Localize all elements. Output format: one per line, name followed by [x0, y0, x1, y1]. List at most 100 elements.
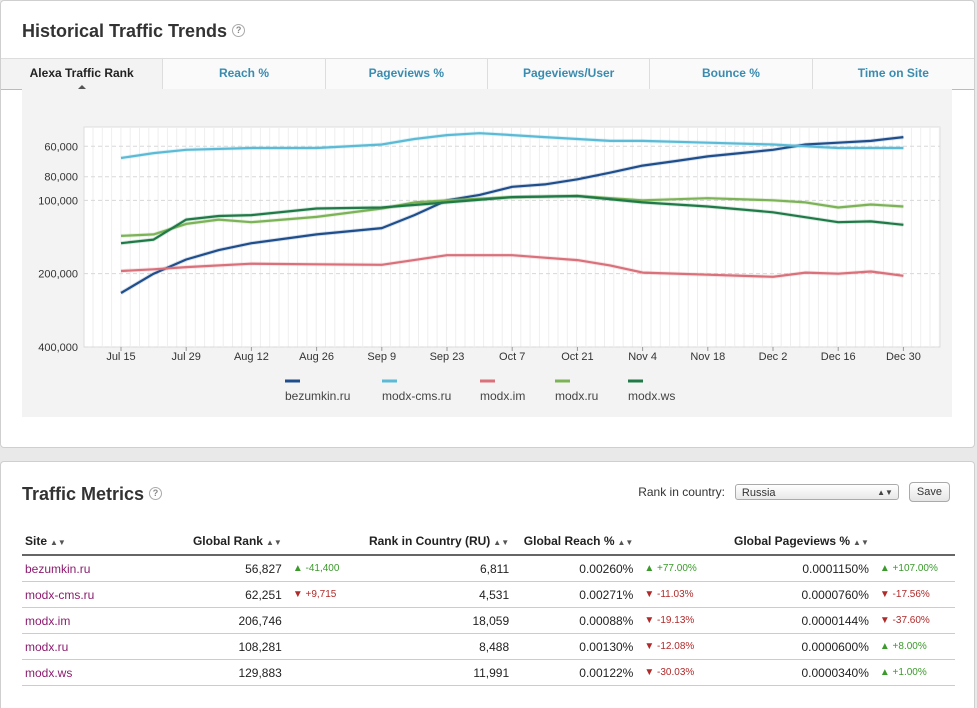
col-rank-in-country[interactable]: Rank in Country (RU) ▲▼	[365, 528, 513, 556]
x-tick-label: Dec 2	[759, 351, 788, 363]
tab-reach[interactable]: Reach %	[163, 59, 326, 89]
global-pageviews-change: ▼ -17.56%	[871, 581, 955, 608]
tab-pageviews[interactable]: Pageviews %	[326, 59, 488, 89]
site-link[interactable]: bezumkin.ru	[22, 555, 181, 582]
country-rank-value: 8,488	[365, 633, 513, 660]
series-line-modx-im	[120, 254, 904, 278]
global-pageviews-change: ▲ +8.00%	[871, 633, 955, 660]
global-pageviews-change: ▼ -37.60%	[871, 607, 955, 634]
traffic-rank-chart: 60,000 80,000 100,000 200,000 400,000 Jul 15 J…	[22, 89, 952, 417]
x-tick-label: Dec 30	[886, 351, 921, 363]
global-rank-change	[284, 659, 366, 686]
global-reach-value: 0.00130%	[512, 633, 637, 660]
col-gap	[871, 528, 955, 556]
rank-in-country-label: Rank in country:	[638, 485, 725, 499]
legend-label: modx.ws	[628, 389, 675, 403]
x-tick-label: Dec 16	[821, 351, 856, 363]
x-tick-label: Jul 29	[172, 351, 201, 363]
select-arrows-icon: ▲▼	[877, 488, 893, 497]
global-pageviews-value: 0.0000600%	[710, 633, 872, 660]
save-button[interactable]: Save	[908, 482, 950, 502]
x-tick-label: Aug 26	[299, 351, 334, 363]
table-row: modx.ws 129,883 11,991 0.00122% ▼ -30.03% 0.0…	[22, 659, 955, 686]
table-row: modx.im 206,746 18,059 0.00088% ▼ -19.13% 0.0…	[22, 607, 955, 634]
global-pageviews-value: 0.0001150%	[710, 555, 872, 582]
global-pageviews-value: 0.0000340%	[710, 659, 872, 686]
legend-label: modx.im	[480, 389, 525, 403]
country-select[interactable]: Russia ▲▼	[734, 484, 899, 500]
global-rank-change	[284, 633, 366, 660]
sort-icon: ▲▼	[493, 538, 510, 547]
country-rank-value: 4,531	[365, 581, 513, 608]
series-line-bezumkin-ru	[120, 136, 904, 294]
panel-title: Traffic Metrics?	[22, 484, 163, 505]
x-tick-label: Sep 9	[367, 351, 396, 363]
tab-alexa-traffic-rank[interactable]: Alexa Traffic Rank	[1, 59, 164, 90]
country-rank-value: 18,059	[365, 607, 513, 634]
x-tick-label: Nov 18	[690, 351, 725, 363]
help-icon[interactable]: ?	[149, 486, 163, 500]
country-rank-value: 11,991	[365, 659, 513, 686]
table-header-row: Site ▲▼ Global Rank ▲▼ Rank in Country (RU…	[22, 528, 955, 556]
series-line-modx-cms-ru	[120, 132, 904, 160]
y-tick-label: 80,000	[44, 172, 78, 184]
sort-icon: ▲▼	[853, 538, 869, 547]
site-link[interactable]: modx.ws	[22, 659, 181, 686]
col-global-reach[interactable]: Global Reach % ▲▼	[512, 528, 637, 556]
country-rank-value: 6,811	[365, 555, 513, 582]
table-row: bezumkin.ru 56,827 ▲ -41,400 6,811 0.00260% ▲…	[22, 555, 955, 582]
global-pageviews-change: ▲ +107.00%	[871, 555, 955, 582]
global-pageviews-change: ▲ +1.00%	[871, 659, 955, 686]
x-tick-label: Nov 4	[628, 351, 657, 363]
x-tick-label: Oct 21	[561, 351, 593, 363]
global-reach-value: 0.00260%	[512, 555, 637, 582]
global-reach-value: 0.00088%	[512, 607, 637, 634]
global-rank-value: 56,827	[180, 555, 285, 582]
global-rank-change	[284, 607, 366, 634]
global-reach-value: 0.00271%	[512, 581, 637, 608]
chart-svg: 60,000 80,000 100,000 200,000 400,000 Jul 15 J…	[38, 126, 941, 403]
tab-bounce[interactable]: Bounce %	[650, 59, 813, 89]
traffic-metrics-panel: Traffic Metrics? Rank in country: Russia…	[0, 461, 975, 708]
site-link[interactable]: modx.im	[22, 607, 181, 634]
historical-traffic-panel: Historical Traffic Trends? Alexa Traffic…	[0, 0, 975, 448]
y-tick-label: 400,000	[38, 342, 78, 354]
col-gap	[636, 528, 711, 556]
y-tick-label: 200,000	[38, 269, 78, 281]
legend-label: modx-cms.ru	[382, 389, 451, 403]
sort-icon: ▲▼	[50, 538, 66, 547]
table-row: modx-cms.ru 62,251 ▼ +9,715 4,531 0.00271% ▼ …	[22, 581, 955, 608]
metric-tabs: Alexa Traffic Rank Reach % Pageviews % P…	[1, 58, 974, 90]
global-reach-change: ▲ +77.00%	[636, 555, 711, 582]
sort-icon: ▲▼	[617, 538, 634, 547]
global-pageviews-value: 0.0000760%	[710, 581, 872, 608]
panel-title: Historical Traffic Trends?	[22, 21, 246, 42]
x-tick-label: Sep 23	[430, 351, 465, 363]
x-tick-label: Oct 7	[499, 351, 525, 363]
global-reach-value: 0.00122%	[512, 659, 637, 686]
global-rank-change: ▼ +9,715	[284, 581, 366, 608]
legend-label: modx.ru	[555, 389, 598, 403]
rank-in-country-control: Rank in country: Russia ▲▼ Save	[638, 482, 950, 502]
legend-label: bezumkin.ru	[285, 389, 350, 403]
site-link[interactable]: modx-cms.ru	[22, 581, 181, 608]
table-row: modx.ru 108,281 8,488 0.00130% ▼ -12.08% 0.00…	[22, 633, 955, 660]
global-rank-value: 206,746	[180, 607, 285, 634]
traffic-metrics-table: Site ▲▼ Global Rank ▲▼ Rank in Country (RU…	[22, 528, 955, 686]
tab-pageviews-per-user[interactable]: Pageviews/User	[488, 59, 651, 89]
col-global-rank[interactable]: Global Rank ▲▼	[180, 528, 285, 556]
col-global-pageviews[interactable]: Global Pageviews % ▲▼	[710, 528, 872, 556]
help-icon[interactable]: ?	[232, 23, 246, 37]
col-gap	[284, 528, 366, 556]
y-tick-label: 60,000	[44, 141, 78, 153]
global-rank-value: 62,251	[180, 581, 285, 608]
tab-time-on-site[interactable]: Time on Site	[857, 66, 929, 80]
global-rank-value: 108,281	[180, 633, 285, 660]
y-tick-label: 100,000	[38, 195, 78, 207]
global-rank-value: 129,883	[180, 659, 285, 686]
x-tick-label: Jul 15	[106, 351, 135, 363]
site-link[interactable]: modx.ru	[22, 633, 181, 660]
global-reach-change: ▼ -30.03%	[636, 659, 711, 686]
sort-icon: ▲▼	[265, 538, 282, 547]
col-site[interactable]: Site ▲▼	[22, 528, 181, 556]
